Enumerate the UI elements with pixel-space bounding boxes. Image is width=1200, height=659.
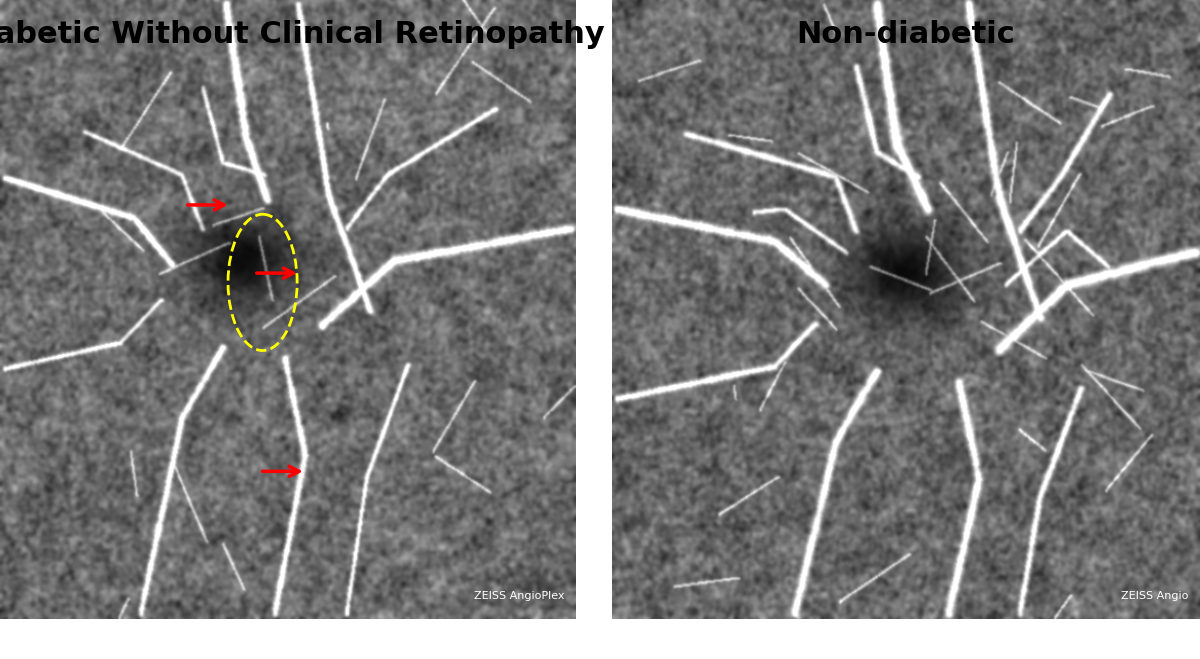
Text: ZEISS Angio: ZEISS Angio (1121, 591, 1189, 602)
Text: Non-diabetic: Non-diabetic (797, 20, 1015, 49)
Text: ZEISS AngioPlex: ZEISS AngioPlex (474, 591, 565, 602)
Text: Diabetic Without Clinical Retinopathy: Diabetic Without Clinical Retinopathy (0, 20, 605, 49)
